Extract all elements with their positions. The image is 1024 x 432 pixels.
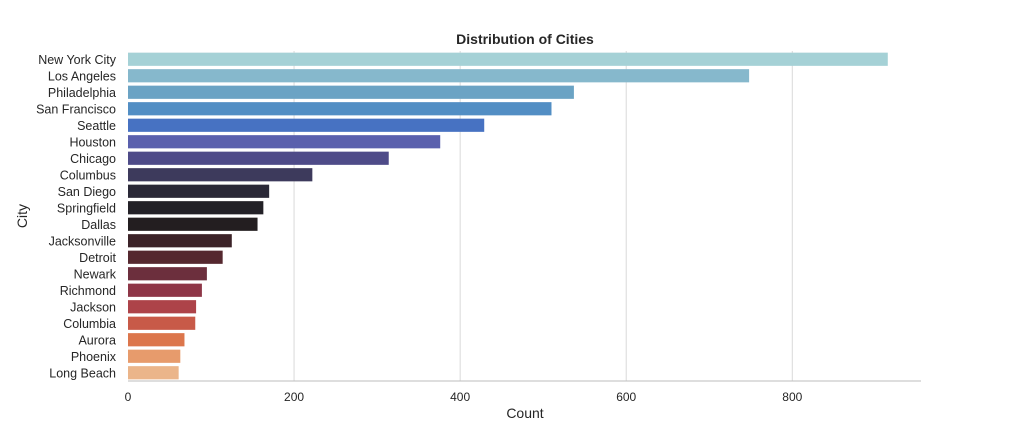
y-tick-label: Long Beach [49,366,116,380]
x-tick-label: 600 [616,390,636,404]
x-tick-label: 800 [782,390,802,404]
y-axis-label: City [14,204,30,228]
y-tick-label: Columbus [60,168,116,182]
bar-seattle [128,118,485,132]
y-tick-label: Phoenix [71,350,117,364]
bar-philadelphia [128,85,574,99]
bars [128,52,888,380]
chart-title: Distribution of Cities [456,31,594,47]
gridlines [293,51,793,381]
x-axis-label: Count [506,405,543,421]
bar-richmond [128,283,202,297]
y-tick-label: Chicago [70,152,116,166]
x-tick-labels: 0 200 400 600 800 [125,390,803,404]
y-tick-label: Springfield [57,201,116,215]
bar-jackson [128,300,197,314]
y-tick-label: San Francisco [36,102,116,116]
y-tick-label: Dallas [81,218,116,232]
y-tick-label: Aurora [78,333,116,347]
x-tick-label: 400 [450,390,470,404]
y-tick-label: Newark [74,267,117,281]
bar-jacksonville [128,234,232,248]
bar-dallas [128,217,258,231]
y-tick-label: New York City [38,53,117,67]
y-tick-label: Jackson [70,300,116,314]
bar-chicago [128,151,389,165]
bar-long-beach [128,366,179,380]
bar-springfield [128,201,264,215]
bar-phoenix [128,349,181,363]
bar-newark [128,267,207,281]
bar-aurora [128,333,185,347]
y-tick-label: Los Angeles [48,69,116,83]
x-tick-label: 200 [284,390,304,404]
bar-san-diego [128,184,270,198]
bar-los-angeles [128,69,750,83]
bar-new-york-city [128,52,888,66]
bar-columbus [128,168,313,182]
y-tick-label: Detroit [79,251,116,265]
bar-san-francisco [128,102,552,116]
bar-columbia [128,316,196,330]
y-tick-label: San Diego [58,185,116,199]
y-tick-label: Houston [69,135,116,149]
x-tick-label: 0 [125,390,132,404]
y-tick-labels: New York City Los Angeles Philadelphia San … [36,53,117,381]
bar-houston [128,135,441,149]
y-tick-label: Philadelphia [48,86,116,100]
y-tick-label: Columbia [63,317,116,331]
y-tick-label: Seattle [77,119,116,133]
bar-detroit [128,250,223,264]
y-tick-label: Jacksonville [49,234,116,248]
y-tick-label: Richmond [60,284,116,298]
